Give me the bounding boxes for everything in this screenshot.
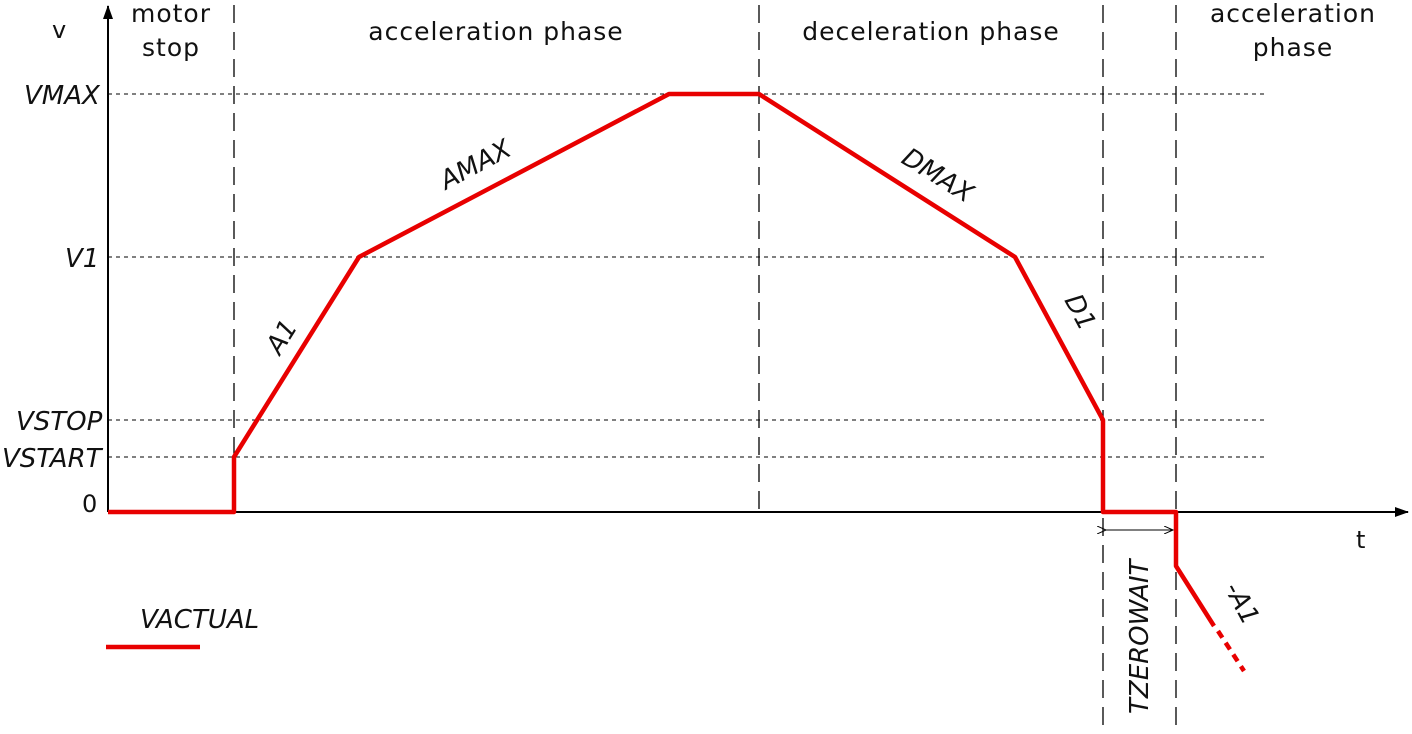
phase-motor-stop-line2: stop [142,33,200,62]
segment-d1-label: D1 [1058,289,1102,335]
x-axis-label: t [1356,526,1365,554]
segment-neg-a1-label: -A1 [1218,577,1265,630]
phase-acceleration2-line1: acceleration [1210,0,1376,28]
legend-label: VACTUAL [140,605,259,635]
segment-amax-label: AMAX [433,134,517,198]
phase-acceleration: acceleration phase [368,17,623,46]
vactual-curve [108,91,1246,673]
vactual-ramp-path [108,91,1216,628]
vactual-continuation-dotted [1216,629,1246,673]
phase-acceleration2-line2: phase [1253,33,1333,62]
y-axis-label: v [52,16,66,44]
phase-deceleration: deceleration phase [802,17,1060,46]
phase-dividers [233,5,1177,734]
vmax-label: VMAX [24,81,101,111]
v1-label: V1 [65,244,99,274]
vstop-label: VSTOP [16,407,103,437]
zero-label: 0 [82,490,97,518]
tzerowait-label: TZEROWAIT [1125,557,1155,714]
segment-dmax-label: DMAX [896,142,979,209]
phase-motor-stop-line1: motor [131,0,211,28]
vstart-label: VSTART [2,444,104,474]
